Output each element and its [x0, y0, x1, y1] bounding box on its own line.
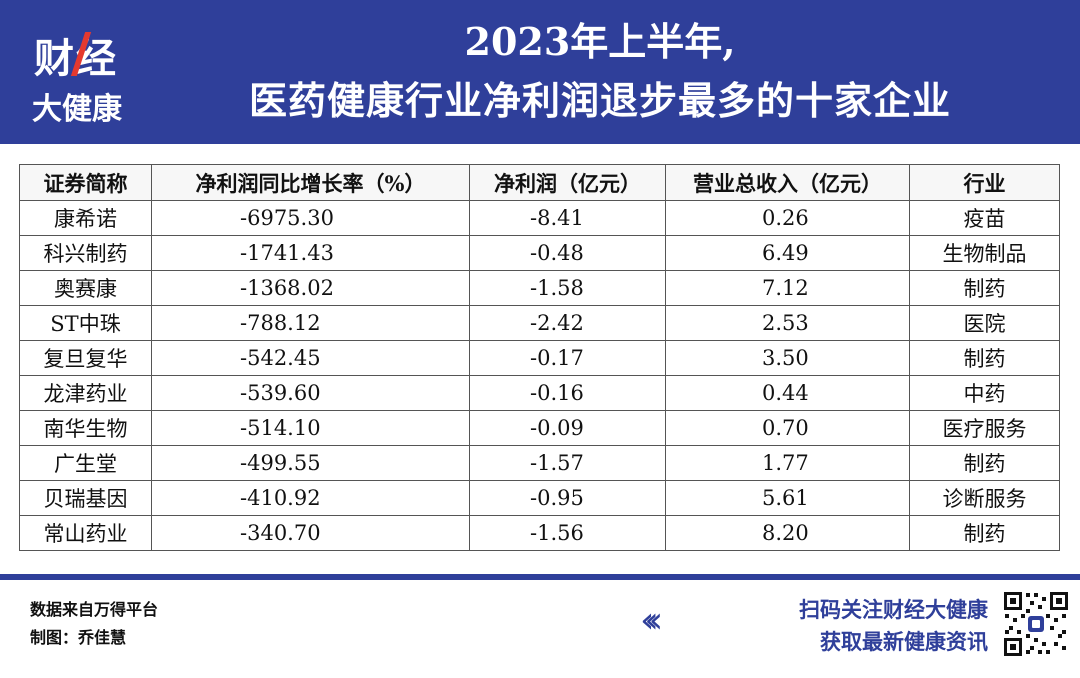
cell-revenue: 3.50 [665, 340, 910, 376]
cell-revenue: 0.70 [665, 410, 910, 446]
cell-revenue: 6.49 [665, 235, 910, 271]
follow-cta: 扫码关注财经大健康 获取最新健康资讯 [799, 594, 988, 658]
column-header-name: 证券简称 [19, 164, 152, 201]
table-row: 科兴制药 -1741.43 -0.48 6.49 生物制品 [19, 235, 1060, 271]
cell-revenue: 8.20 [665, 515, 910, 551]
cell-industry: 医疗服务 [909, 410, 1060, 446]
footer-divider [0, 574, 1080, 580]
cell-profit: -0.48 [469, 235, 666, 271]
column-header-industry: 行业 [909, 164, 1060, 201]
cell-name: 康希诺 [19, 200, 152, 236]
table-row: 贝瑞基因 -410.92 -0.95 5.61 诊断服务 [19, 480, 1060, 516]
cell-profit: -1.58 [469, 270, 666, 306]
cell-industry: 中药 [909, 375, 1060, 411]
cell-industry: 诊断服务 [909, 480, 1060, 516]
table-row: 奥赛康 -1368.02 -1.58 7.12 制药 [19, 270, 1060, 306]
table-row: 南华生物 -514.10 -0.09 0.70 医疗服务 [19, 410, 1060, 446]
cell-name: 科兴制药 [19, 235, 152, 271]
cell-name: 常山药业 [19, 515, 152, 551]
cell-name: 贝瑞基因 [19, 480, 152, 516]
cell-industry: 疫苗 [909, 200, 1060, 236]
footer-credits: 数据来自万得平台 制图：乔佳慧 [30, 596, 158, 652]
cell-profit: -0.09 [469, 410, 666, 446]
table-row: 常山药业 -340.70 -1.56 8.20 制药 [19, 515, 1060, 551]
cell-revenue: 0.26 [665, 200, 910, 236]
logo-line2: 大健康 [32, 92, 122, 127]
cell-industry: 制药 [909, 515, 1060, 551]
column-header-profit: 净利润（亿元） [469, 164, 666, 201]
cta-line1: 扫码关注财经大健康 [799, 598, 988, 622]
cell-name: 广生堂 [19, 445, 152, 481]
cell-industry: 医院 [909, 305, 1060, 341]
qr-code-graphic [1002, 590, 1070, 658]
chevron-left-icon: ‹‹‹ [640, 600, 663, 641]
cell-growth: -788.12 [151, 305, 470, 341]
brand-logo: 财经 大健康 [30, 26, 140, 127]
cell-industry: 制药 [909, 270, 1060, 306]
data-source-note: 数据来自万得平台 [30, 600, 159, 619]
cell-name: 奥赛康 [19, 270, 152, 306]
cell-growth: -6975.30 [151, 200, 470, 236]
cell-growth: -410.92 [151, 480, 470, 516]
column-header-growth: 净利润同比增长率（%） [151, 164, 470, 201]
cell-name: 复旦复华 [19, 340, 152, 376]
cell-profit: -2.42 [469, 305, 666, 341]
cell-profit: -0.17 [469, 340, 666, 376]
cell-profit: -1.57 [469, 445, 666, 481]
cell-revenue: 1.77 [665, 445, 910, 481]
table-row: 复旦复华 -542.45 -0.17 3.50 制药 [19, 340, 1060, 376]
table-row: ST中珠 -788.12 -2.42 2.53 医院 [19, 305, 1060, 341]
cell-name: ST中珠 [19, 305, 152, 341]
cell-name: 龙津药业 [19, 375, 152, 411]
cell-profit: -0.95 [469, 480, 666, 516]
table-row: 康希诺 -6975.30 -8.41 0.26 疫苗 [19, 200, 1060, 236]
cell-profit: -0.16 [469, 375, 666, 411]
cell-profit: -8.41 [469, 200, 666, 236]
data-table-container: 证券简称 净利润同比增长率（%） 净利润（亿元） 营业总收入（亿元） 行业 康希… [19, 164, 1060, 551]
cta-line2: 获取最新健康资讯 [820, 630, 988, 654]
cell-growth: -514.10 [151, 410, 470, 446]
cell-growth: -542.45 [151, 340, 470, 376]
cell-industry: 制药 [909, 340, 1060, 376]
cell-revenue: 5.61 [665, 480, 910, 516]
cell-name: 南华生物 [19, 410, 152, 446]
data-table: 证券简称 净利润同比增长率（%） 净利润（亿元） 营业总收入（亿元） 行业 康希… [19, 164, 1060, 551]
header-banner: 财经 大健康 2023年上半年, 医药健康行业净利润退步最多的十家企业 [0, 0, 1080, 144]
table-header-row: 证券简称 净利润同比增长率（%） 净利润（亿元） 营业总收入（亿元） 行业 [19, 164, 1060, 201]
cell-revenue: 0.44 [665, 375, 910, 411]
page-title: 2023年上半年, 医药健康行业净利润退步最多的十家企业 [150, 14, 1050, 132]
cell-growth: -539.60 [151, 375, 470, 411]
cell-growth: -499.55 [151, 445, 470, 481]
author-credit: 制图：乔佳慧 [30, 628, 127, 647]
title-line1: 2023年上半年, [464, 19, 736, 64]
cell-revenue: 7.12 [665, 270, 910, 306]
cell-industry: 制药 [909, 445, 1060, 481]
title-line2: 医药健康行业净利润退步最多的十家企业 [248, 78, 951, 123]
table-row: 龙津药业 -539.60 -0.16 0.44 中药 [19, 375, 1060, 411]
cell-growth: -1741.43 [151, 235, 470, 271]
column-header-revenue: 营业总收入（亿元） [665, 164, 910, 201]
cell-growth: -340.70 [151, 515, 470, 551]
qr-code-icon[interactable] [1002, 590, 1070, 658]
cell-industry: 生物制品 [909, 235, 1060, 271]
cell-profit: -1.56 [469, 515, 666, 551]
table-row: 广生堂 -499.55 -1.57 1.77 制药 [19, 445, 1060, 481]
cell-growth: -1368.02 [151, 270, 470, 306]
cell-revenue: 2.53 [665, 305, 910, 341]
